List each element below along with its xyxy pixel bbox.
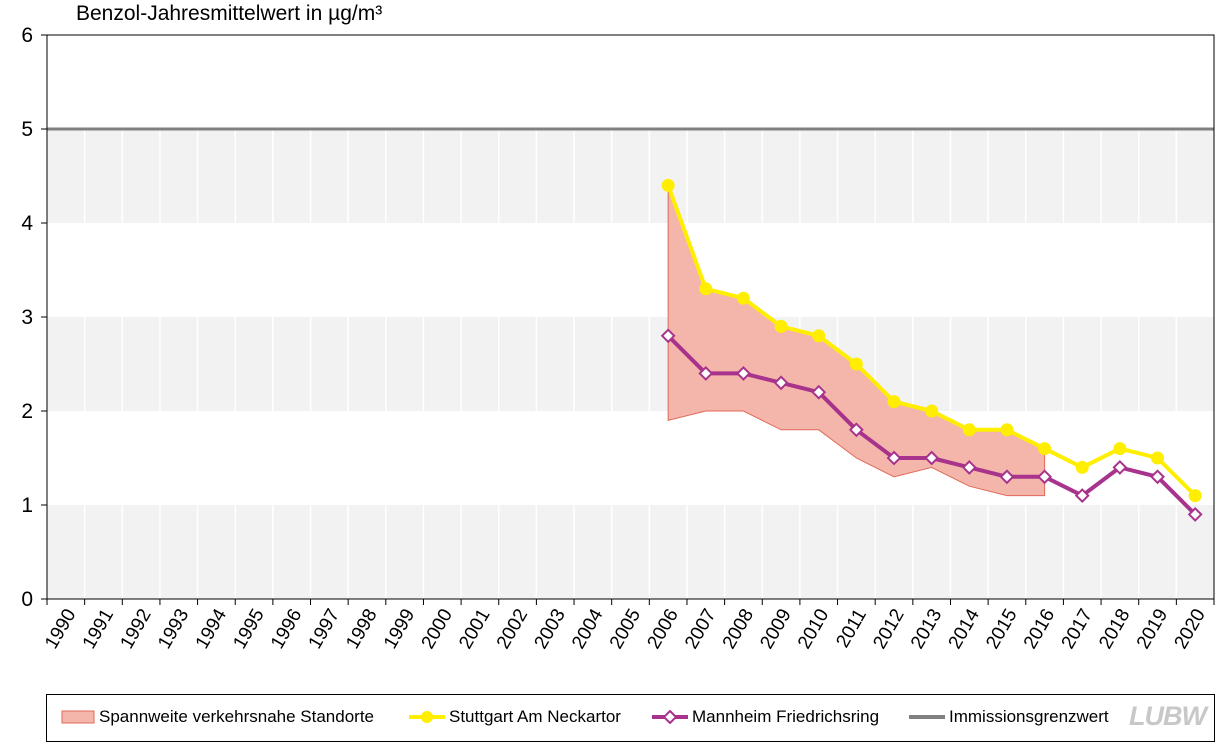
data-point-stuttgart — [1188, 489, 1202, 503]
x-tick-label: 1992 — [116, 606, 155, 653]
x-tick-label: 1998 — [342, 606, 381, 653]
data-point-stuttgart — [849, 357, 863, 371]
x-tick-label: 2008 — [719, 606, 758, 653]
data-point-stuttgart — [1000, 423, 1014, 437]
x-tick-label: 2009 — [756, 606, 795, 653]
x-tick-label: 1990 — [41, 606, 80, 653]
data-point-stuttgart — [962, 423, 976, 437]
legend: Spannweite verkehrsnahe Standorte Stuttg… — [46, 694, 1215, 742]
y-tick-label: 4 — [21, 212, 33, 235]
legend-band-swatch — [61, 710, 95, 724]
data-point-stuttgart — [736, 291, 750, 305]
x-tick-label: 2000 — [418, 606, 457, 653]
data-point-stuttgart — [1151, 451, 1165, 465]
x-tick-label: 2015 — [982, 606, 1021, 653]
x-tick-label: 1991 — [79, 606, 118, 653]
x-tick-label: 1996 — [267, 606, 306, 653]
x-tick-label: 2014 — [945, 605, 985, 652]
y-tick-label: 1 — [21, 494, 33, 517]
x-tick-label: 1999 — [380, 606, 419, 653]
x-tick-label: 2004 — [568, 605, 608, 652]
x-tick-label: 2006 — [643, 606, 682, 653]
legend-item-limit: Immissionsgrenzwert — [909, 707, 1109, 727]
data-point-mannheim — [660, 328, 676, 344]
plot-background — [47, 35, 1214, 599]
y-tick-label: 0 — [21, 588, 33, 611]
x-tick-label: 1995 — [229, 606, 268, 653]
series-lines — [660, 178, 1203, 522]
band-stripe — [47, 317, 1214, 411]
legend-item-mannheim: Mannheim Friedrichsring — [652, 707, 879, 727]
legend-label-band: Spannweite verkehrsnahe Standorte — [99, 707, 375, 726]
legend-mannheim-swatch — [652, 710, 688, 724]
x-tick-label: 2011 — [832, 606, 871, 652]
x-tick-label: 2007 — [681, 606, 720, 653]
data-point-stuttgart — [1113, 442, 1127, 456]
legend-stuttgart-swatch — [409, 711, 445, 723]
data-point-mannheim — [1187, 506, 1203, 522]
x-tick-label: 2016 — [1020, 606, 1059, 653]
legend-label-mannheim: Mannheim Friedrichsring — [692, 707, 880, 726]
band-stripe — [47, 129, 1214, 223]
data-point-mannheim — [999, 469, 1015, 485]
x-tick-label: 2019 — [1133, 606, 1172, 653]
data-point-stuttgart — [925, 404, 939, 418]
data-point-stuttgart — [1075, 460, 1089, 474]
legend-item-stuttgart: Stuttgart Am Neckartor — [409, 707, 621, 727]
data-point-mannheim — [961, 459, 977, 475]
x-tick-label: 1994 — [192, 605, 232, 652]
y-tick-label: 5 — [21, 118, 33, 141]
y-tick-label: 3 — [21, 306, 33, 329]
data-point-stuttgart — [812, 329, 826, 343]
data-point-mannheim — [736, 365, 751, 381]
data-point-stuttgart — [887, 395, 901, 409]
x-tick-label: 1997 — [305, 606, 344, 653]
data-point-mannheim — [886, 450, 902, 466]
legend-item-band: Spannweite verkehrsnahe Standorte — [61, 707, 374, 727]
data-point-mannheim — [773, 375, 789, 391]
data-point-mannheim — [1112, 459, 1128, 475]
x-tick-label: 2003 — [531, 606, 570, 653]
legend-label-limit: Immissionsgrenzwert — [949, 707, 1109, 726]
x-tick-label: 1993 — [154, 606, 193, 653]
data-point-mannheim — [1150, 469, 1165, 485]
x-tick-label: 2013 — [907, 606, 946, 653]
data-point-stuttgart — [661, 178, 675, 192]
data-point-stuttgart — [1038, 442, 1052, 456]
x-tick-label: 2018 — [1095, 606, 1134, 653]
data-point-mannheim — [1074, 488, 1090, 504]
x-tick-label: 2005 — [606, 606, 645, 653]
chart-plot: 0123456199019911992199319941995199619971… — [21, 24, 1215, 653]
x-tick-label: 2012 — [869, 606, 908, 653]
band-stripe — [47, 505, 1214, 599]
data-point-stuttgart — [699, 282, 713, 296]
data-point-mannheim — [811, 384, 827, 400]
x-tick-label: 2017 — [1058, 606, 1097, 653]
chart-title: Benzol-Jahresmittelwert in µg/m³ — [76, 2, 383, 25]
x-tick-label: 2002 — [493, 606, 532, 653]
data-point-mannheim — [1037, 469, 1053, 485]
data-point-mannheim — [924, 450, 940, 466]
data-point-stuttgart — [774, 319, 788, 333]
data-point-mannheim — [698, 365, 714, 381]
x-tick-label: 2001 — [455, 606, 494, 653]
data-point-mannheim — [848, 422, 864, 438]
y-tick-label: 2 — [21, 400, 33, 423]
x-tick-label: 2020 — [1171, 606, 1210, 653]
legend-limit-swatch — [909, 715, 945, 719]
x-tick-label: 2010 — [794, 606, 833, 653]
y-tick-label: 6 — [21, 24, 33, 47]
lubw-logo: LUBW — [1129, 701, 1207, 731]
legend-label-stuttgart: Stuttgart Am Neckartor — [449, 707, 621, 726]
